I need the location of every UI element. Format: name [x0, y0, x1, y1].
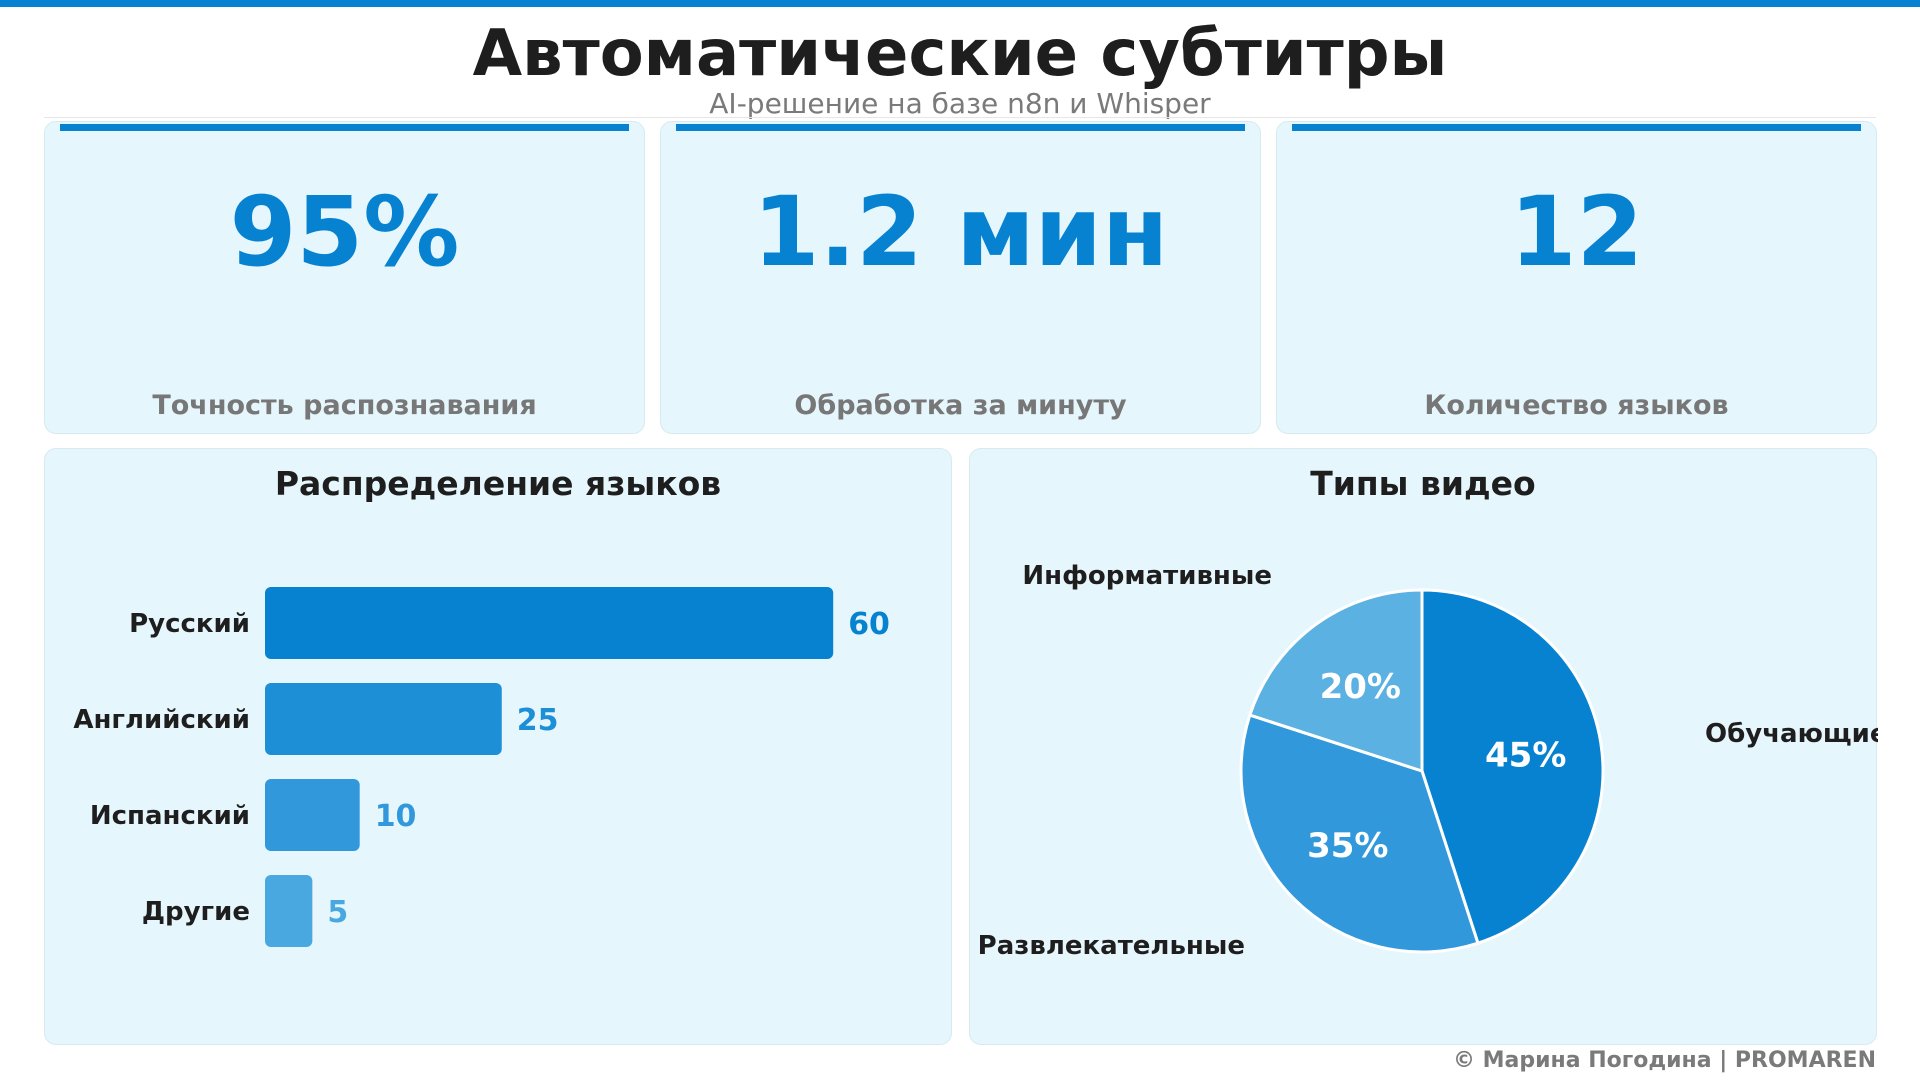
page-title: Автоматические субтитры	[472, 17, 1448, 91]
stat-card-accent	[1292, 124, 1861, 131]
stat-value: 95%	[229, 176, 460, 288]
pie-percent-label: 35%	[1307, 826, 1388, 866]
bar-category-label: Испанский	[90, 801, 250, 831]
pie-slice-0	[1420, 588, 1605, 946]
footer-credit: © Марина Погодина | PROMAREN	[1452, 1048, 1876, 1073]
stat-value: 12	[1509, 176, 1644, 288]
pie-slice-1	[1239, 713, 1480, 954]
bar-value-label: 5	[327, 895, 348, 930]
stat-label: Точность распознавания	[152, 390, 537, 421]
pie-category-label: Развлекательные	[978, 931, 1245, 961]
pie-chart-title: Типы видео	[1310, 464, 1536, 503]
language-distribution-panel: Распределение языков Русский 60 Английский…	[44, 448, 952, 1045]
bar-chart-title: Распределение языков	[274, 464, 722, 503]
stat-card-accent	[676, 124, 1245, 131]
bar-value-label: 25	[517, 703, 559, 738]
stat-label: Количество языков	[1424, 390, 1729, 421]
bar-category-label: Другие	[142, 897, 250, 927]
bar-0	[265, 587, 834, 659]
pie-percent-label: 45%	[1485, 736, 1566, 776]
stat-card-languages: 12 Количество языков	[1276, 121, 1877, 434]
bar-category-label: Русский	[129, 609, 250, 639]
top-accent-bar	[0, 0, 1920, 7]
stat-card-accent	[60, 124, 629, 131]
bar-value-label: 10	[375, 799, 417, 834]
bar-2	[265, 779, 360, 851]
pie-slice-2	[1247, 588, 1424, 774]
pie-chart: 45% Обучающие 35% Развлекательные 20% Информа…	[978, 561, 1878, 961]
header-divider	[44, 117, 1876, 118]
bar-chart: Русский 60 Английский 25 Испанский 10 Другие 5	[73, 587, 890, 947]
bar-category-label: Английский	[73, 705, 250, 735]
pie-category-label: Информативные	[1022, 561, 1272, 591]
bar-1	[265, 683, 502, 755]
bar-3	[265, 875, 313, 947]
page-subtitle: AI-решение на базе n8n и Whisper	[709, 87, 1211, 120]
bar-value-label: 60	[848, 607, 890, 642]
pie-percent-label: 20%	[1320, 667, 1401, 707]
stat-label: Обработка за минуту	[794, 390, 1127, 421]
stat-card-processing: 1.2 мин Обработка за минуту	[660, 121, 1261, 434]
stat-value: 1.2 мин	[752, 176, 1169, 288]
header: Автоматические субтитры AI-решение на ба…	[0, 14, 1920, 120]
stat-card-accuracy: 95% Точность распознавания	[44, 121, 645, 434]
video-types-panel: Типы видео 45% Обучающие 35% Развлекательны…	[969, 448, 1878, 1045]
pie-category-label: Обучающие	[1705, 719, 1878, 749]
